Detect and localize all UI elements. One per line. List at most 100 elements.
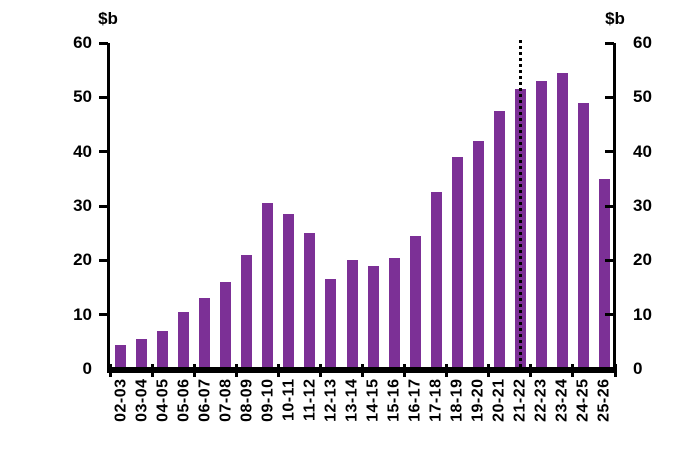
- bar-23-24: [557, 72, 568, 369]
- bar-slot-14-15: [363, 43, 384, 369]
- bar-06-07: [199, 298, 211, 369]
- bar-14-15: [367, 265, 379, 369]
- bar-16-17: [409, 235, 421, 369]
- xtick-label-22-23: 22-23: [532, 378, 550, 422]
- xtick-label-09-10: 09-10: [259, 378, 277, 422]
- bar-slot-03-04: [131, 43, 152, 369]
- bar-05-06: [178, 312, 190, 369]
- bar-07-08: [220, 282, 232, 369]
- left-ytick-mark-20: [99, 258, 108, 262]
- xtick-label-13-14: 13-14: [343, 378, 361, 422]
- right-ytick-mark-50: [605, 95, 614, 99]
- bar-10-11: [283, 214, 295, 369]
- left-ytick-mark-10: [99, 313, 108, 317]
- right-ytick-label-20: 20: [633, 250, 652, 270]
- xtick-label-24-25: 24-25: [574, 378, 592, 422]
- bar-slot-10-11: [278, 43, 299, 369]
- left-y-axis-line: [107, 43, 110, 373]
- bar-slot-22-23: [531, 43, 552, 369]
- bar-18-19: [451, 157, 463, 369]
- right-ytick-mark-40: [605, 150, 614, 154]
- bar-24-25: [578, 102, 590, 369]
- xtick-label-20-21: 20-21: [490, 378, 508, 422]
- right-ytick-label-50: 50: [633, 87, 652, 107]
- xtick-label-11-12: 11-12: [301, 378, 319, 422]
- left-ytick-label-30: 30: [73, 196, 92, 215]
- xtick-label-16-17: 16-17: [406, 378, 424, 422]
- bar-slot-24-25: [573, 43, 594, 369]
- bar-slot-15-16: [384, 43, 405, 369]
- right-ytick-mark-20: [605, 258, 614, 262]
- xtick-label-02-03: 02-03: [112, 378, 130, 422]
- left-ytick-mark-60: [99, 41, 108, 45]
- bar-slot-20-21: [489, 43, 510, 369]
- right-ytick-label-30: 30: [633, 196, 652, 215]
- left-ytick-mark-40: [99, 150, 108, 154]
- bar-slot-13-14: [342, 43, 363, 369]
- xtick-label-07-08: 07-08: [217, 378, 235, 422]
- bar-slot-07-08: [215, 43, 236, 369]
- bar-slot-02-03: [110, 43, 131, 369]
- xtick-label-15-16: 15-16: [385, 378, 403, 422]
- xtick-label-14-15: 14-15: [364, 378, 382, 422]
- bar-19-20: [472, 140, 484, 369]
- bar-slot-17-18: [426, 43, 447, 369]
- xtick-label-17-18: 17-18: [427, 378, 445, 422]
- right-ytick-label-40: 40: [633, 141, 652, 161]
- bar-slot-05-06: [173, 43, 194, 369]
- xtick-label-04-05: 04-05: [154, 378, 172, 422]
- bar-slot-12-13: [320, 43, 341, 369]
- bar-slot-25-26: [594, 43, 615, 369]
- bar-11-12: [304, 233, 316, 369]
- bar-slot-09-10: [257, 43, 278, 369]
- xtick-label-05-06: 05-06: [175, 378, 193, 422]
- bar-20-21: [493, 110, 505, 369]
- right-ytick-mark-10: [605, 313, 614, 317]
- xtick-label-25-26: 25-26: [595, 378, 613, 422]
- bar-slot-06-07: [194, 43, 215, 369]
- xtick-label-10-11: 10-11: [280, 378, 298, 422]
- right-ytick-label-60: 60: [633, 33, 652, 52]
- bar-slot-23-24: [552, 43, 573, 369]
- bar-13-14: [346, 260, 358, 369]
- right-ytick-label-0: 0: [633, 359, 643, 378]
- left-ytick-label-40: 40: [73, 141, 92, 161]
- bar-slot-04-05: [152, 43, 173, 369]
- left-ytick-mark-50: [99, 95, 108, 99]
- left-ytick-label-0: 0: [82, 359, 92, 378]
- bar-12-13: [325, 279, 337, 369]
- xtick-label-08-09: 08-09: [238, 378, 256, 422]
- bar-08-09: [241, 254, 253, 369]
- right-axis-unit-label: $b: [605, 9, 625, 28]
- xtick-label-23-24: 23-24: [553, 378, 571, 422]
- xtick-label-18-19: 18-19: [448, 378, 466, 422]
- right-ytick-mark-60: [605, 41, 614, 45]
- bar-slot-16-17: [405, 43, 426, 369]
- left-ytick-mark-30: [99, 204, 108, 208]
- left-axis-unit-label: $b: [98, 9, 118, 28]
- left-ytick-label-50: 50: [73, 87, 92, 107]
- bar-04-05: [157, 331, 169, 369]
- xtick-label-03-04: 03-04: [133, 378, 151, 422]
- bar-02-03: [115, 344, 127, 369]
- bar-slot-11-12: [299, 43, 320, 369]
- bar-slot-18-19: [447, 43, 468, 369]
- xtick-label-12-13: 12-13: [322, 378, 340, 422]
- bar-09-10: [262, 203, 274, 369]
- left-ytick-label-10: 10: [73, 304, 92, 324]
- bar-slot-19-20: [468, 43, 489, 369]
- plot-area: [110, 43, 615, 369]
- left-ytick-label-60: 60: [73, 33, 92, 52]
- xtick-label-19-20: 19-20: [469, 378, 487, 422]
- left-ytick-label-20: 20: [73, 250, 92, 270]
- bar-25-26: [599, 178, 611, 369]
- bar-15-16: [388, 257, 400, 369]
- bar-22-23: [535, 81, 547, 369]
- bar-17-18: [430, 192, 442, 369]
- xtick-label-06-07: 06-07: [196, 378, 214, 422]
- right-ytick-label-10: 10: [633, 304, 652, 324]
- xtick-label-21-22: 21-22: [511, 378, 529, 422]
- bar-03-04: [136, 339, 148, 369]
- right-y-axis-line: [613, 43, 616, 373]
